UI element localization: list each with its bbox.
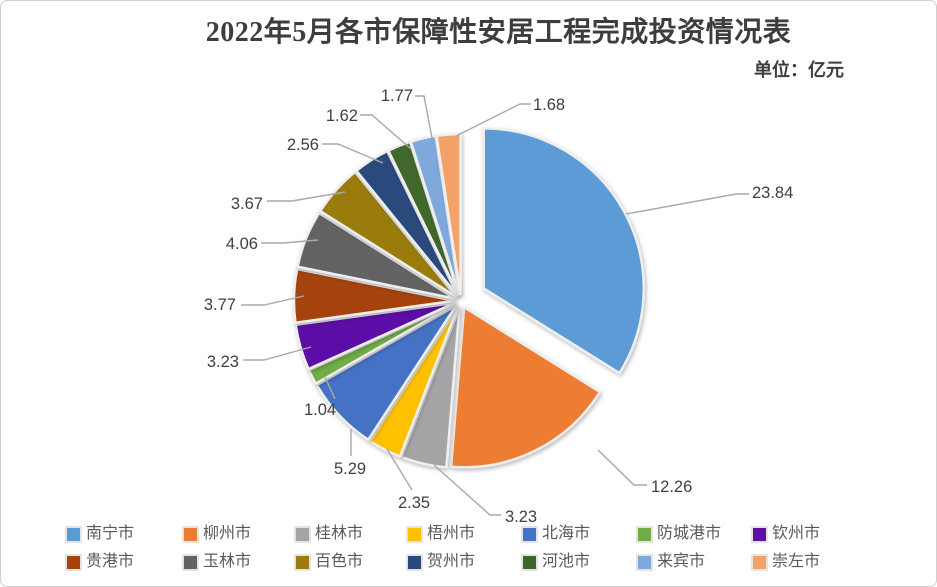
value-label-liuzhou: 12.26	[651, 478, 692, 496]
leader-line-baise	[267, 191, 346, 202]
pie-slice-nanning	[482, 127, 645, 375]
value-label-beihai: 5.29	[334, 460, 366, 478]
value-label-hezhou: 2.56	[287, 136, 319, 154]
value-label-laibin: 1.77	[381, 87, 413, 105]
leader-line-laibin	[415, 95, 433, 139]
data-labels: 23.84 12.26 3.23 2.35 5.29 1.04 3.23 3.77 4.06 3.…	[204, 87, 793, 526]
leader-line-hezhou	[322, 143, 384, 164]
pie-slice-yulin	[296, 211, 456, 300]
pie-plot-area	[292, 127, 645, 469]
leader-line-qinzhou	[243, 346, 312, 361]
value-label-chongzuo: 1.68	[533, 96, 565, 114]
unit-label: 单位：亿元	[754, 60, 844, 80]
value-label-guigang: 3.77	[204, 296, 236, 314]
pie-slice-hezhou	[355, 150, 459, 297]
leader-line-chongzuo	[455, 103, 531, 137]
leader-line-yulin	[261, 239, 319, 244]
pie-slice-beihai	[315, 304, 458, 441]
chart-title: 2022年5月各市保障性安居工程完成投资情况表	[205, 17, 792, 48]
leader-line-wuzhou	[386, 448, 413, 491]
pie-slice-qinzhou	[294, 301, 456, 371]
leader-line-fangchenggang	[324, 376, 336, 400]
value-label-fangchenggang: 1.04	[304, 401, 336, 419]
leader-line-guilin	[433, 464, 501, 516]
value-label-baise: 3.67	[231, 195, 263, 213]
leader-line-liuzhou	[597, 449, 647, 486]
value-label-hechi: 1.62	[326, 107, 358, 125]
leader-line-nanning	[625, 193, 749, 215]
leader-line-guigang	[241, 295, 305, 306]
value-label-guilin: 3.23	[505, 508, 537, 526]
value-label-yulin: 4.06	[226, 235, 258, 253]
pie-slice-guilin	[400, 306, 461, 469]
leader-lines	[241, 95, 749, 516]
leader-line-hechi	[360, 114, 412, 150]
pie-slice-baise	[319, 170, 457, 298]
pie-slice-fangchenggang	[307, 302, 456, 385]
pie-slice-wuzhou	[368, 306, 459, 458]
pie-slice-liuzhou	[449, 306, 602, 469]
pie-slice-guigang	[292, 267, 456, 324]
value-label-wuzhou: 2.35	[398, 494, 430, 512]
value-label-nanning: 23.84	[752, 184, 793, 202]
value-label-qinzhou: 3.23	[207, 353, 239, 371]
